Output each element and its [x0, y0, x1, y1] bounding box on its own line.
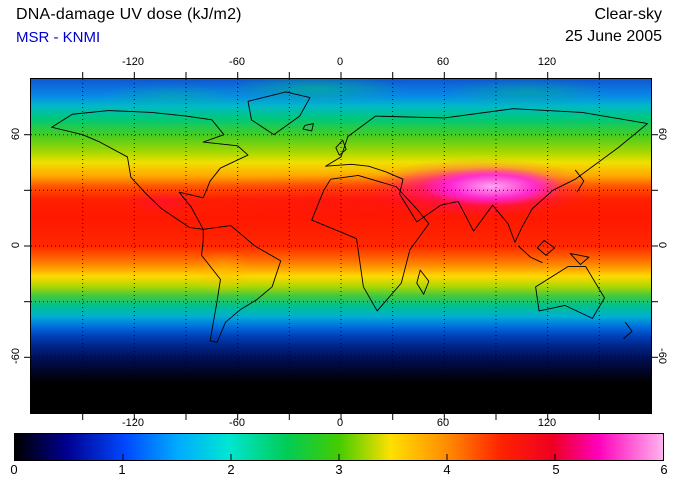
colorbar-label: 5	[552, 462, 560, 477]
lon-tick-bottom: -60	[229, 417, 245, 429]
lon-tick-bottom: -120	[121, 417, 145, 429]
colorbar-tick	[122, 454, 124, 460]
lat-tick-right: 60	[656, 127, 668, 141]
lon-tick-bottom: 60	[436, 417, 450, 429]
colorbar	[14, 433, 664, 461]
lon-tick-bottom: 0	[336, 417, 344, 429]
world-uv-map	[24, 72, 658, 420]
lon-tick-top: 0	[336, 56, 344, 68]
lat-tick-left: 0	[10, 241, 22, 249]
lon-tick-top: 120	[537, 56, 557, 68]
colorbar-label: 6	[660, 462, 668, 477]
colorbar-tick	[230, 454, 232, 460]
lon-tick-bottom: 120	[537, 417, 557, 429]
date-label: 25 June 2005	[565, 28, 662, 45]
graticule-lines	[31, 79, 651, 413]
coastline-path	[52, 92, 648, 343]
lon-tick-top: -60	[229, 56, 245, 68]
colorbar-label: 4	[443, 462, 451, 477]
colorbar-label: 2	[227, 462, 235, 477]
coastlines-layer	[31, 79, 651, 413]
axis-ticks	[24, 72, 658, 420]
lat-tick-right: 0	[656, 241, 668, 249]
graticule-layer	[24, 72, 658, 420]
lat-tick-right: -60	[656, 348, 668, 364]
lon-tick-top: -120	[121, 56, 145, 68]
lat-tick-left: 60	[10, 127, 22, 141]
colorbar-tick	[554, 454, 556, 460]
page-title: DNA-damage UV dose (kJ/m2)	[16, 6, 242, 23]
colorbar-label: 3	[335, 462, 343, 477]
colorbar-label: 0	[10, 462, 18, 477]
colorbar-label: 1	[118, 462, 126, 477]
data-source-label: MSR - KNMI	[16, 29, 101, 46]
colorbar-tick	[446, 454, 448, 460]
sky-condition-label: Clear-sky	[594, 6, 662, 23]
lon-tick-top: 60	[436, 56, 450, 68]
lat-tick-left: -60	[10, 348, 22, 364]
colorbar-tick	[338, 454, 340, 460]
